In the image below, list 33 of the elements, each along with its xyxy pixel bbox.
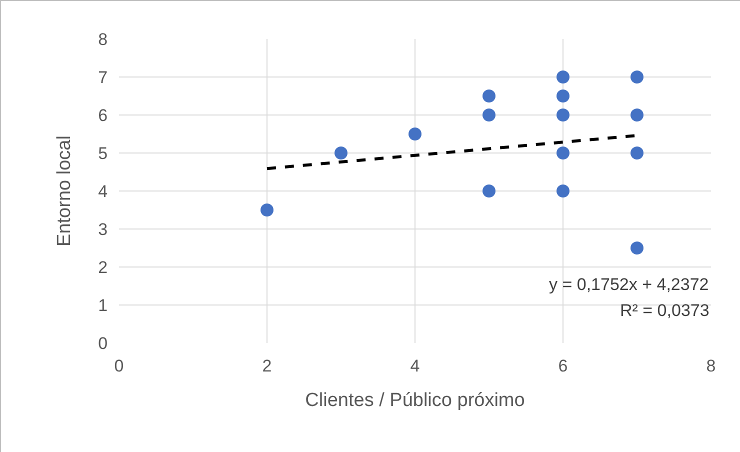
point (556, 90, 570, 102)
point (408, 128, 422, 140)
y-tick-label: 5 (98, 144, 108, 163)
y-tick-label: 8 (98, 30, 108, 49)
y-tick-label: 6 (98, 106, 108, 125)
point (260, 204, 274, 216)
x-tick-label: 6 (558, 356, 568, 376)
point (630, 146, 644, 160)
y-tick-label: 1 (98, 296, 108, 315)
x-axis-title: Clientes / Público próximo (305, 390, 525, 412)
y-axis-title: Entorno local (54, 136, 75, 246)
point (482, 184, 496, 198)
annotation: R² = 0,0373 (620, 301, 710, 320)
point (556, 146, 570, 160)
point (334, 146, 348, 160)
y-tick-label: 0 (98, 334, 108, 353)
point (556, 184, 570, 198)
y-tick-label: 3 (98, 220, 108, 239)
point (482, 108, 496, 122)
y-tick-label: 4 (98, 182, 108, 201)
x-tick-label: 8 (706, 356, 716, 376)
point (482, 90, 496, 102)
point (630, 70, 644, 84)
x-tick-label: 2 (262, 356, 272, 376)
point (556, 70, 570, 84)
x-tick-label: 4 (410, 356, 420, 376)
point (556, 108, 570, 122)
y-tick-label: 2 (98, 258, 108, 277)
annotation: y = 0,1752x + 4,2372 (549, 275, 709, 294)
point (630, 108, 644, 122)
y-tick-label: 7 (98, 68, 108, 87)
x-tick-label: 0 (114, 356, 124, 376)
point (630, 242, 644, 254)
